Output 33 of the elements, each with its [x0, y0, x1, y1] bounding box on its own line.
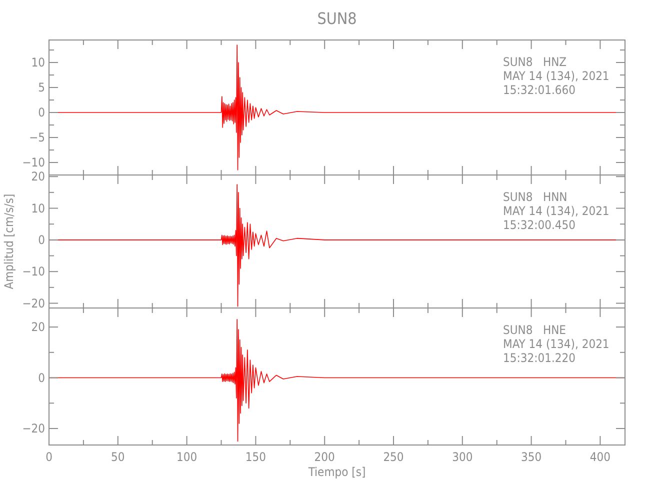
- x-tick-label: 350: [520, 450, 542, 464]
- annotation: SUN8 HNN: [503, 190, 568, 204]
- y-axis-title: Amplitud [cm/s/s]: [2, 194, 16, 290]
- y-tick-label: 0: [38, 370, 46, 385]
- x-tick-label: 250: [383, 450, 404, 464]
- y-tick-label: −10: [22, 264, 46, 279]
- annotation: 15:32:01.660: [503, 83, 576, 97]
- y-tick-label: 5: [38, 80, 45, 94]
- annotation: 15:32:00.450: [503, 218, 576, 232]
- annotation: SUN8 HNE: [503, 323, 566, 337]
- y-tick-label: 20: [31, 170, 46, 184]
- chart-title: SUN8: [317, 9, 357, 28]
- x-axis-title: Tiempo [s]: [307, 465, 366, 479]
- y-tick-label: −10: [22, 156, 46, 170]
- y-tick-label: 0: [38, 232, 46, 247]
- y-tick-label: −20: [22, 422, 46, 436]
- y-tick-label: −5: [29, 130, 45, 144]
- annotation: MAY 14 (134), 2021: [503, 204, 610, 218]
- annotation: 15:32:01.220: [503, 351, 576, 365]
- y-tick-label: −20: [22, 296, 46, 310]
- x-tick-label: 100: [176, 450, 198, 464]
- y-tick-label: 10: [31, 56, 46, 70]
- x-tick-label: 200: [314, 450, 336, 464]
- x-tick-label: 150: [245, 450, 266, 464]
- y-tick-label: 20: [31, 320, 46, 334]
- x-tick-label: 50: [111, 450, 125, 464]
- x-tick-label: 300: [452, 450, 473, 464]
- y-tick-label: 10: [31, 201, 46, 216]
- annotation: SUN8 HNZ: [503, 55, 567, 69]
- annotation: MAY 14 (134), 2021: [503, 337, 610, 351]
- annotation: MAY 14 (134), 2021: [503, 69, 610, 83]
- y-tick-label: 0: [38, 106, 46, 120]
- x-tick-label: 400: [590, 450, 611, 464]
